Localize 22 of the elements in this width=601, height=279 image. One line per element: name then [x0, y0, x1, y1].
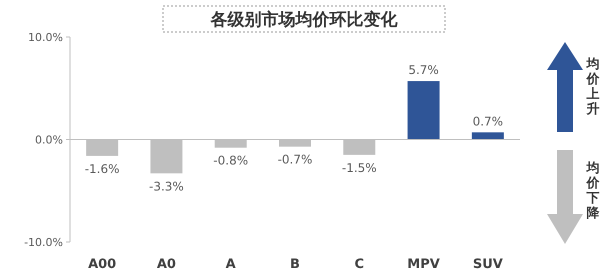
y-tick-label: 0.0% — [35, 134, 63, 146]
x-tick-label: B — [290, 257, 300, 272]
y-tick-label: 10.0% — [28, 31, 63, 44]
x-tick-label: A — [226, 257, 236, 272]
data-label: -0.8% — [213, 154, 248, 168]
data-label: -1.6% — [84, 162, 120, 176]
data-label: 5.7% — [408, 63, 439, 78]
bar — [408, 81, 440, 140]
data-label: -0.7% — [278, 152, 312, 167]
text: 均价下降 — [586, 161, 600, 221]
data-label: 0.7% — [472, 114, 504, 128]
y-tick-label: -10.0% — [24, 236, 63, 249]
x-tick-label: C — [354, 257, 364, 272]
x-tick-label: MPV — [407, 257, 440, 272]
x-tick-label: SUV — [472, 257, 503, 272]
bar — [472, 132, 504, 140]
chart-title: 各级别市场均价环比变化 — [210, 10, 398, 30]
text: 均价上升 — [586, 57, 600, 117]
data-label: -3.3% — [149, 179, 184, 194]
x-tick-label: A00 — [88, 257, 116, 272]
x-tick-label: A0 — [156, 257, 176, 272]
data-label: -1.5% — [342, 160, 377, 175]
